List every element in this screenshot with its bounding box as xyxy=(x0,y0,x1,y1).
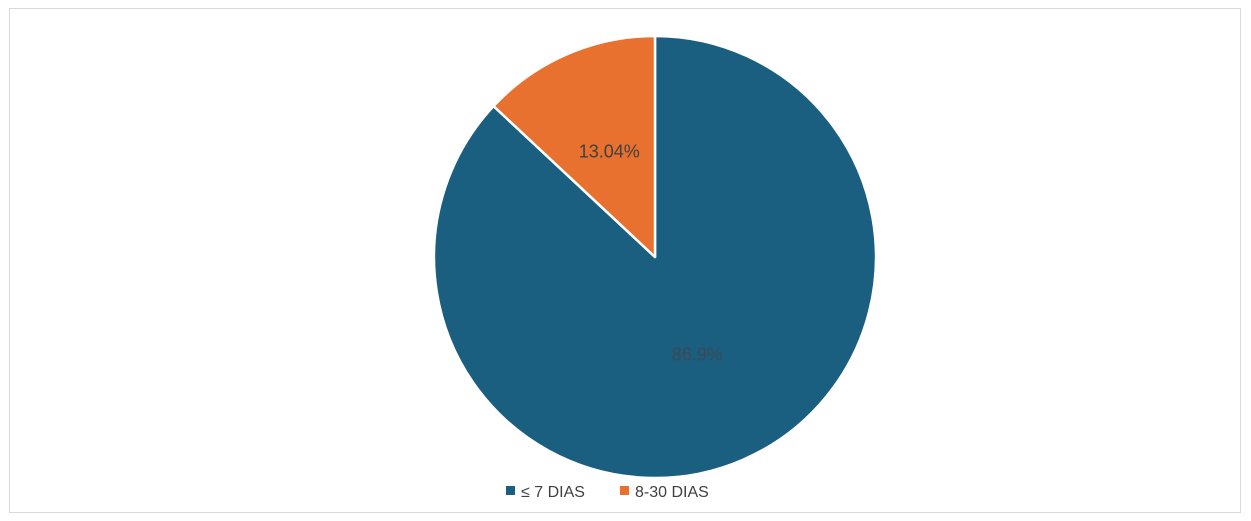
data-label-le7-dias: 86.9% xyxy=(672,344,723,364)
data-label-8-30-dias: 13.04% xyxy=(579,142,640,162)
legend-label-8-30: 8-30 DIAS xyxy=(635,484,709,501)
chart-frame: 86.9% 13.04% ≤ 7 DIAS 8-30 DIAS xyxy=(9,8,1241,513)
legend: ≤ 7 DIAS 8-30 DIAS xyxy=(506,484,709,501)
data-labels: 86.9% 13.04% xyxy=(579,142,723,365)
legend-marker-8-30 xyxy=(620,486,629,495)
slice-8-30-dias xyxy=(492,34,657,259)
legend-label-le7: ≤ 7 DIAS xyxy=(521,484,585,501)
pie-chart: 86.9% 13.04% ≤ 7 DIAS 8-30 DIAS xyxy=(432,34,878,501)
legend-marker-le7 xyxy=(506,486,515,495)
pie-slices xyxy=(432,34,878,480)
